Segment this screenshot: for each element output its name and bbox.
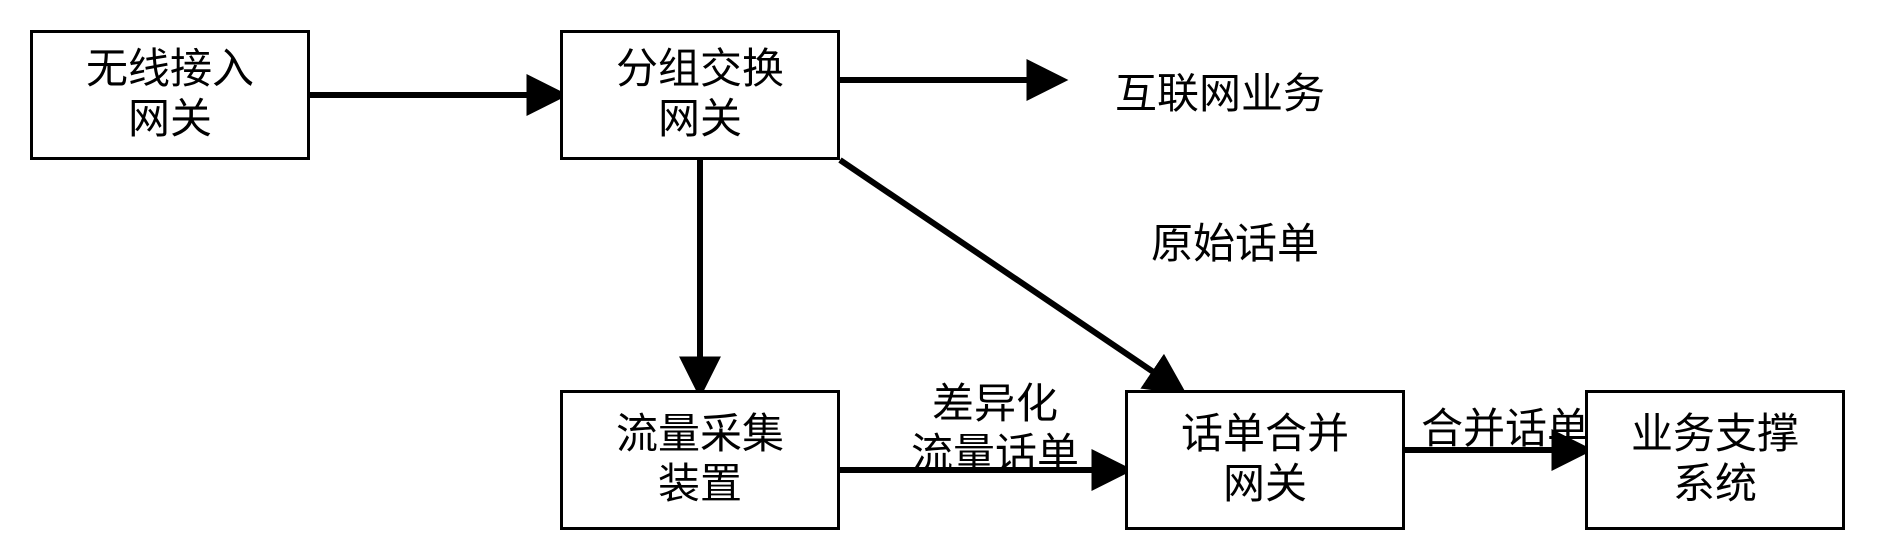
node-line1: 话单合并 xyxy=(1181,410,1349,460)
node-line1: 业务支撑 xyxy=(1631,410,1799,460)
node-line1: 流量采集 xyxy=(616,410,784,460)
node-line1: 分组交换 xyxy=(616,45,784,95)
node-packet-switch-gateway: 分组交换 网关 xyxy=(560,30,840,160)
node-flow-collector: 流量采集 装置 xyxy=(560,390,840,530)
node-line2: 网关 xyxy=(658,95,742,145)
node-line2: 系统 xyxy=(1673,460,1757,510)
label-merged-cdr: 合并话单 xyxy=(1405,395,1605,456)
node-business-support-system: 业务支撑 系统 xyxy=(1585,390,1845,530)
diagram-canvas: 无线接入 网关 分组交换 网关 流量采集 装置 话单合并 网关 业务支撑 系统 … xyxy=(0,0,1878,558)
node-line2: 装置 xyxy=(658,460,742,510)
node-line1: 无线接入 xyxy=(86,45,254,95)
node-cdr-merge-gateway: 话单合并 网关 xyxy=(1125,390,1405,530)
node-line2: 网关 xyxy=(1223,460,1307,510)
node-line2: 网关 xyxy=(128,95,212,145)
label-raw-cdr: 原始话单 xyxy=(1110,210,1360,271)
node-wireless-gateway: 无线接入 网关 xyxy=(30,30,310,160)
label-internet-service: 互联网业务 xyxy=(1070,60,1370,121)
edge-packet-to-merge xyxy=(840,160,1180,390)
label-diff-flow-cdr-line2: 流量话单 xyxy=(870,420,1120,481)
